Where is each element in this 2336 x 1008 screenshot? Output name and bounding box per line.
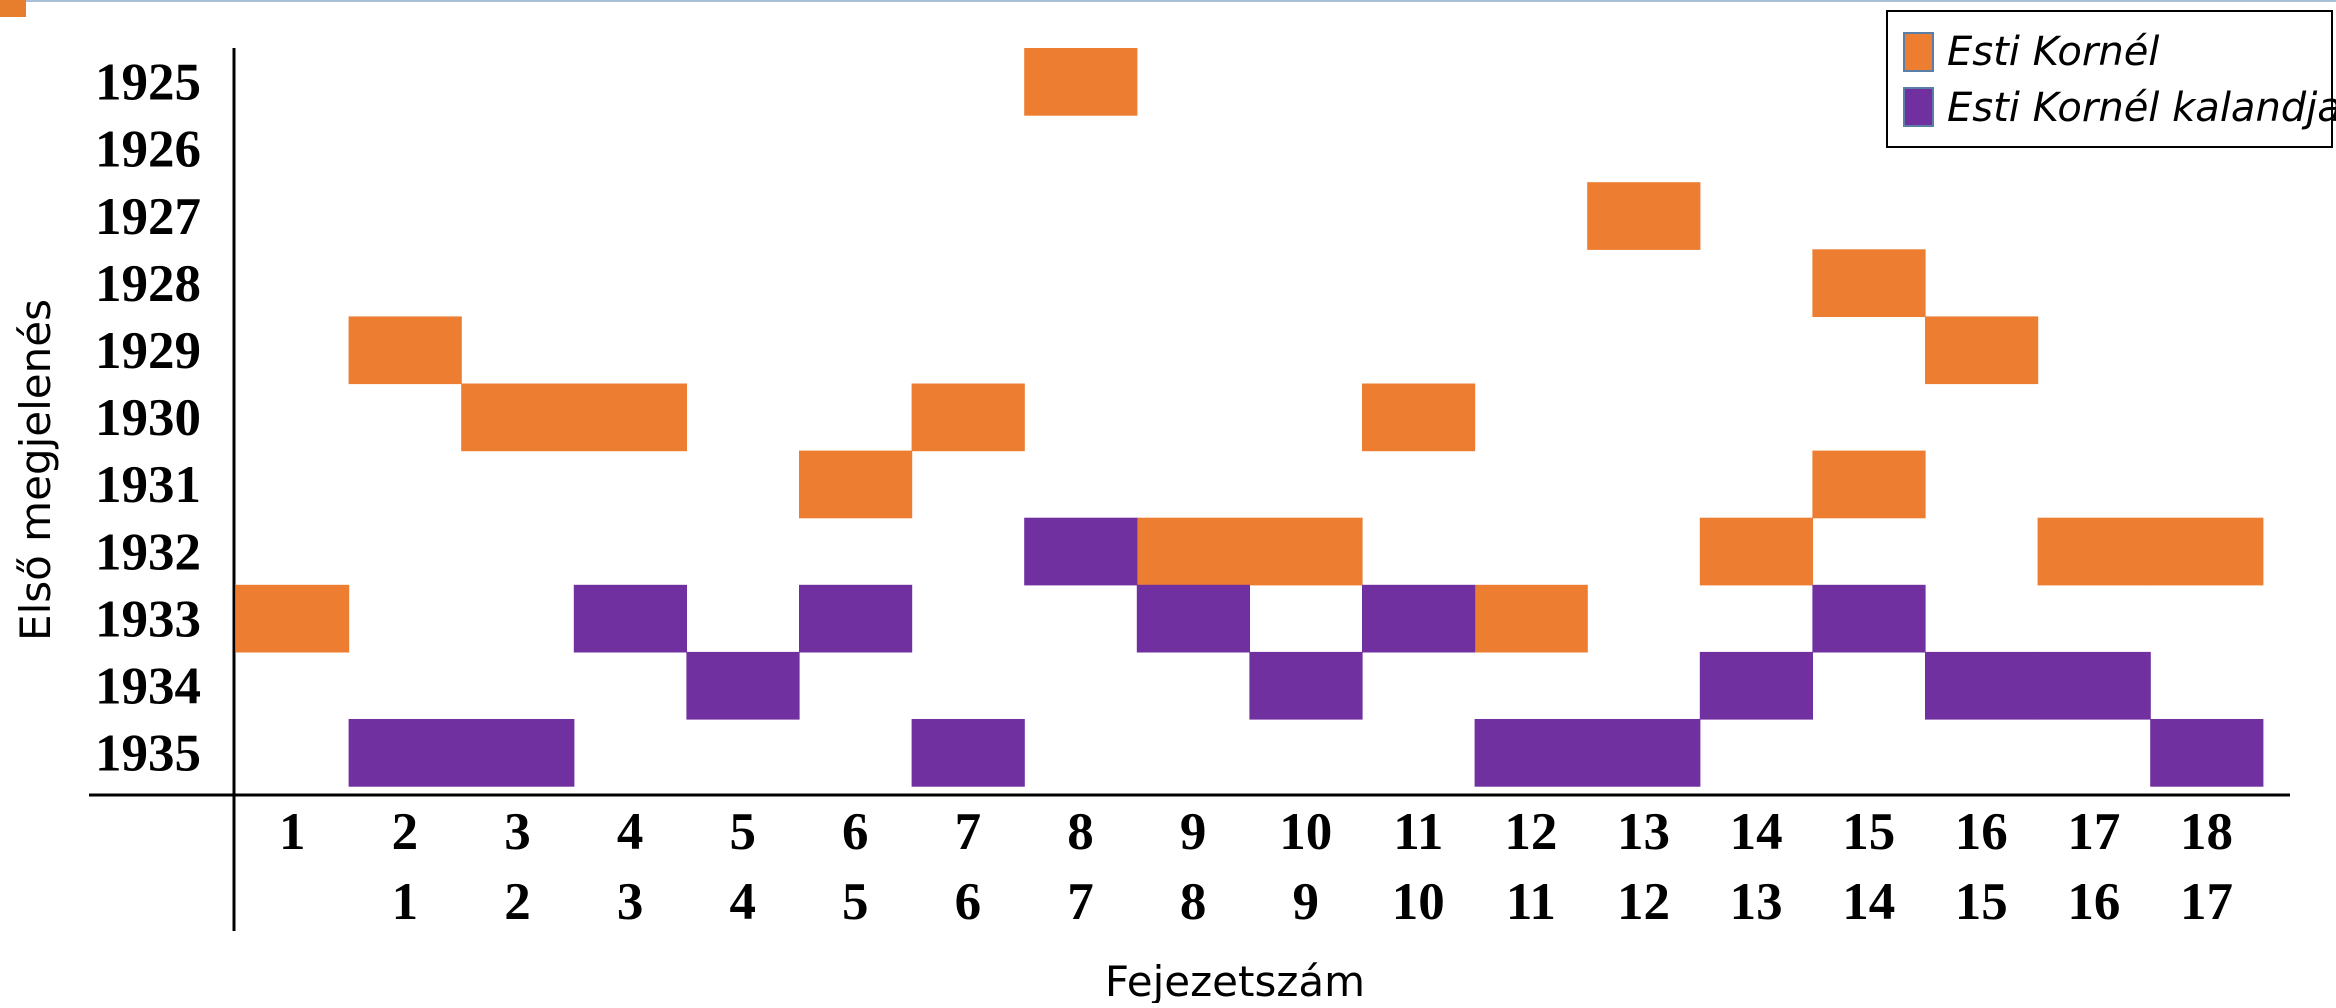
heatmap-cell-series1-col7-1935	[911, 719, 1025, 787]
heatmap-cell-series1-col4-1933	[573, 584, 687, 653]
heatmap-cell-series0-col9-1932	[1136, 517, 1250, 586]
y-tick-label: 1929	[95, 322, 201, 380]
x-tick-label-kalandjai: 12	[1617, 873, 1670, 931]
heatmap-cell-series1-col18-1935	[2150, 719, 2264, 787]
x-tick-label-kalandjai: 15	[1955, 873, 2008, 931]
x-tick-label-kalandjai: 4	[729, 873, 756, 931]
x-tick-label-esti-kornel: 16	[1955, 803, 2008, 861]
x-tick-label-kalandjai: 11	[1506, 873, 1556, 931]
x-tick-label-kalandjai: 6	[955, 873, 982, 931]
y-tick-label: 1928	[95, 255, 201, 313]
heatmap-cell-series1-col2-1935	[348, 719, 462, 787]
x-tick-label-esti-kornel: 6	[842, 803, 869, 861]
x-tick-label-esti-kornel: 17	[2067, 803, 2120, 861]
y-tick-label: 1934	[95, 657, 201, 715]
legend-box	[1886, 10, 2333, 148]
heatmap-cell-series1-col3-1935	[461, 719, 575, 787]
x-tick-label-esti-kornel: 1	[279, 803, 306, 861]
heatmap-cell-series1-col12-1935	[1474, 719, 1588, 787]
heatmap-cell-series0-col1-1933	[236, 584, 350, 653]
x-tick-label-esti-kornel: 2	[392, 803, 419, 861]
heatmap-cell-series1-col11-1933	[1362, 584, 1476, 653]
heatmap-cell-series1-col16-1934	[1925, 651, 2039, 720]
x-tick-label-esti-kornel: 13	[1617, 803, 1670, 861]
y-tick-label: 1925	[95, 54, 201, 112]
x-tick-label-kalandjai: 7	[1067, 873, 1094, 931]
heatmap-cell-series0-col2-1929	[348, 316, 462, 385]
heatmap-cell-series0-col15-1928	[1812, 249, 1926, 317]
x-tick-label-kalandjai: 5	[842, 873, 869, 931]
heatmap-cell-series0-col6-1931	[799, 450, 913, 519]
x-tick-label-esti-kornel: 5	[729, 803, 756, 861]
heatmap-cell-series1-col5-1934	[686, 651, 800, 720]
x-tick-label-kalandjai: 10	[1392, 873, 1445, 931]
x-tick-label-kalandjai: 17	[2180, 873, 2233, 931]
heatmap-cell-series0-col4-1930	[573, 383, 687, 452]
heatmap-cell-series1-col13-1935	[1587, 719, 1701, 787]
heatmap-cell-series0-col16-1929	[1925, 316, 2039, 385]
heatmap-cell-series0-col18-1932	[2150, 517, 2264, 586]
y-tick-label: 1927	[95, 188, 201, 246]
x-tick-label-esti-kornel: 3	[504, 803, 531, 861]
heatmap-cell-series1-col15-1933	[1812, 584, 1926, 653]
x-tick-label-kalandjai: 3	[617, 873, 644, 931]
x-tick-label-esti-kornel: 8	[1067, 803, 1094, 861]
y-tick-label: 1935	[95, 725, 201, 783]
legend-swatch-esti-kornel	[1903, 32, 1934, 72]
heatmap-cell-series1-col14-1934	[1699, 651, 1813, 720]
heatmap-cell-series0-col15-1931	[1812, 450, 1926, 519]
y-tick-label: 1926	[95, 121, 201, 179]
legend-label-esti-kornel-kalandjai: Esti Kornél kalandjai	[1947, 85, 2336, 131]
heatmap-cell-series0-col14-1932	[1699, 517, 1813, 586]
heatmap-cell-series1-col9-1933	[1136, 584, 1250, 653]
y-tick-label: 1930	[95, 389, 201, 447]
heatmap-cell-series0-col13-1927	[1587, 182, 1701, 250]
y-axis-title: Első megjelenés	[11, 299, 60, 641]
x-tick-label-kalandjai: 14	[1842, 873, 1895, 931]
y-tick-labels: 1925 1926 1927 1928 1929 1930 1931 1932 1933 1934…	[95, 54, 201, 783]
heatmap-cell-series0-col7-1930	[911, 383, 1025, 452]
x-tick-label-esti-kornel: 15	[1842, 803, 1895, 861]
y-tick-label: 1932	[95, 523, 201, 581]
x-axis-title: Fejezetszám	[1105, 957, 1365, 1003]
x-tick-label-esti-kornel: 12	[1504, 803, 1557, 861]
x-tick-label-esti-kornel: 4	[617, 803, 644, 861]
legend-label-esti-kornel: Esti Kornél	[1947, 29, 2159, 75]
x-tick-label-esti-kornel: 7	[955, 803, 982, 861]
legend-swatch-esti-kornel-kalandjai	[1903, 87, 1934, 127]
x-tick-label-kalandjai: 9	[1292, 873, 1319, 931]
x-tick-label-esti-kornel: 14	[1730, 803, 1783, 861]
heatmap-cell-series0-col11-1930	[1362, 383, 1476, 452]
x-tick-label-kalandjai: 8	[1180, 873, 1207, 931]
y-tick-label: 1933	[95, 590, 201, 648]
x-tick-label-esti-kornel: 18	[2180, 803, 2233, 861]
cells-layer	[236, 48, 2264, 787]
legend: Esti Kornél Esti Kornél kalandjai	[1886, 10, 2336, 148]
x-tick-label-kalandjai: 13	[1730, 873, 1783, 931]
heatmap-cell-series1-col6-1933	[799, 584, 913, 653]
heatmap-cell-series0-col8-1925	[1024, 48, 1138, 116]
x-tick-label-esti-kornel: 9	[1180, 803, 1207, 861]
heatmap-cell-series0-col17-1932	[2037, 517, 2151, 586]
axes-layer	[89, 48, 2290, 931]
x-tick-label-kalandjai: 16	[2067, 873, 2120, 931]
heatmap-cell-series0-col10-1932	[1249, 517, 1363, 586]
heatmap-cell-series1-col10-1934	[1249, 651, 1363, 720]
heatmap-cell-series1-col8-1932	[1024, 517, 1138, 586]
heatmap-cell-series0-col12-1933	[1474, 584, 1588, 653]
x-tick-label-esti-kornel: 11	[1393, 803, 1443, 861]
heatmap-cell-series1-col17-1934	[2037, 651, 2151, 720]
top-rule	[0, 0, 2336, 2]
x-tick-label-kalandjai: 2	[504, 873, 531, 931]
y-tick-label: 1931	[95, 456, 201, 514]
x-tick-label-kalandjai: 1	[392, 873, 419, 931]
corner-accent-bar	[0, 0, 26, 17]
heatmap-cell-series0-col3-1930	[461, 383, 575, 452]
x-tick-labels: 1 2 3 4 5 6 7 8 9 10 11 12 13 14 15 16 17 181 2 3 4 5 6 7 8 9 10 11…	[279, 803, 2233, 931]
x-tick-label-esti-kornel: 10	[1279, 803, 1332, 861]
